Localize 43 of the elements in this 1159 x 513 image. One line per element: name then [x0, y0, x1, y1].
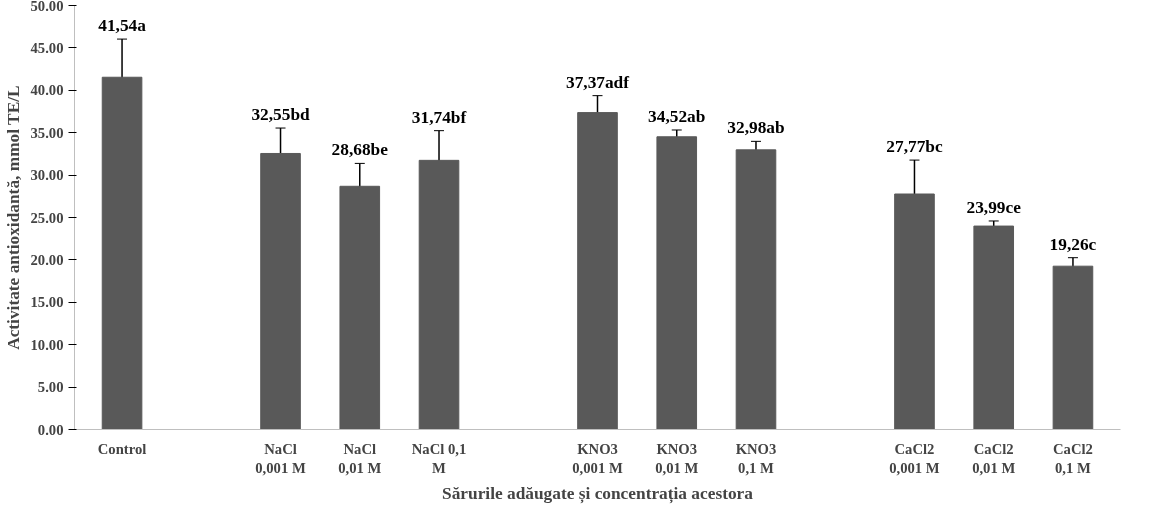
bar	[577, 112, 618, 430]
x-tick-label: KNO3 0,1 M	[735, 440, 777, 476]
bar	[973, 225, 1015, 430]
bar	[894, 193, 935, 430]
data-label: 32,98ab	[727, 118, 785, 138]
data-label: 31,74bf	[411, 107, 467, 127]
x-tick-label: NaCl 0,1 M	[411, 440, 467, 476]
x-tick-label: CaCl2 0,01 M	[972, 440, 1016, 476]
x-tick-label: NaCl 0,001 M	[255, 440, 306, 476]
y-tick-label: 50.00	[30, 0, 64, 14]
y-tick-label: 20.00	[30, 251, 64, 268]
x-axis-title: Sărurile adăugate și concentrația acestora	[442, 483, 754, 504]
bar	[735, 149, 777, 430]
y-tick-label: 0.00	[37, 421, 64, 438]
data-label: 41,54a	[98, 16, 147, 36]
x-tick-label: NaCl 0,01 M	[338, 440, 382, 476]
bar	[101, 76, 143, 430]
data-label: 23,99ce	[966, 197, 1022, 217]
y-tick-label: 35.00	[30, 124, 64, 141]
bar	[339, 185, 381, 430]
x-tick-label: Control	[97, 440, 147, 457]
y-tick-label: 25.00	[30, 209, 64, 226]
data-label: 37,37adf	[565, 72, 630, 92]
data-label: 28,68be	[331, 140, 389, 160]
y-tick-label: 40.00	[30, 82, 64, 99]
data-label: 27,77bc	[886, 137, 943, 157]
x-tick-label: CaCl2 0,1 M	[1053, 440, 1093, 476]
data-label: 32,55bd	[251, 105, 311, 125]
x-tick-label: CaCl2 0,001 M	[889, 440, 940, 476]
x-tick-label: KNO3 0,01 M	[655, 440, 699, 476]
data-label: 19,26c	[1049, 234, 1097, 254]
bar	[418, 159, 460, 430]
y-tick-label: 15.00	[30, 294, 64, 311]
y-tick-label: 30.00	[30, 167, 64, 184]
bar	[260, 152, 301, 430]
y-tick-label: 5.00	[37, 379, 64, 396]
y-tick-label: 10.00	[30, 336, 64, 353]
bar	[656, 136, 698, 430]
bar	[1052, 265, 1094, 430]
data-label: 34,52ab	[648, 106, 706, 126]
x-tick-label: KNO3 0,001 M	[572, 440, 623, 476]
y-tick-label: 45.00	[30, 39, 64, 56]
y-axis-title: Activitate antioxidantă, mmol TE/L	[3, 85, 23, 350]
